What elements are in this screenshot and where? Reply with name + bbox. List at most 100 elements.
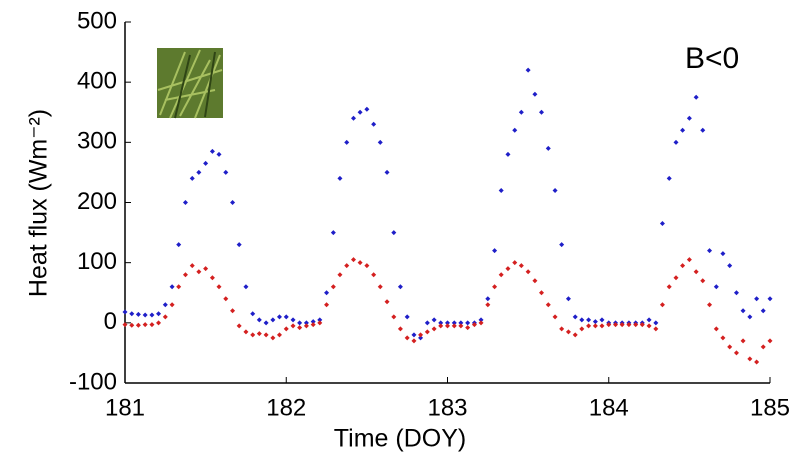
- point: [371, 272, 377, 278]
- point: [276, 314, 282, 320]
- point: [592, 323, 598, 329]
- point: [129, 322, 135, 328]
- point: [297, 320, 303, 326]
- point: [424, 320, 430, 326]
- point: [156, 320, 162, 326]
- point: [565, 329, 571, 335]
- y-tick-label: 0: [104, 308, 117, 335]
- point: [317, 320, 323, 326]
- point: [397, 284, 403, 290]
- point: [384, 169, 390, 175]
- point: [539, 290, 545, 296]
- point: [411, 332, 417, 338]
- point: [760, 308, 766, 314]
- point: [633, 322, 639, 328]
- point: [371, 121, 377, 127]
- point: [512, 260, 518, 266]
- point: [613, 322, 619, 328]
- x-tick-label: 185: [750, 394, 790, 421]
- point: [438, 323, 444, 329]
- point: [713, 326, 719, 332]
- annotation: B<0: [685, 42, 739, 75]
- point: [693, 94, 699, 100]
- point: [619, 322, 625, 328]
- y-tick-label: 100: [77, 248, 117, 275]
- point: [216, 151, 222, 157]
- point: [418, 335, 424, 341]
- point: [586, 317, 592, 323]
- point: [337, 175, 343, 181]
- point: [518, 109, 524, 115]
- point: [445, 320, 450, 326]
- point: [142, 312, 148, 318]
- y-tick-label: 300: [77, 128, 117, 155]
- point: [176, 284, 182, 290]
- point: [256, 317, 262, 323]
- point: [659, 221, 665, 227]
- point: [707, 302, 713, 308]
- point: [525, 269, 531, 275]
- point: [122, 309, 128, 315]
- point: [250, 311, 256, 317]
- point: [364, 106, 370, 112]
- point: [754, 359, 760, 365]
- point: [391, 314, 397, 320]
- point: [344, 263, 350, 269]
- point: [324, 302, 330, 308]
- point: [290, 323, 296, 329]
- point: [270, 335, 276, 341]
- point: [162, 302, 168, 308]
- x-tick-label: 184: [589, 394, 629, 421]
- point: [350, 115, 356, 121]
- point: [458, 320, 464, 326]
- point: [653, 320, 659, 326]
- point: [445, 323, 450, 329]
- x-tick-label: 182: [266, 394, 306, 421]
- point: [404, 335, 410, 341]
- point: [330, 284, 336, 290]
- point: [384, 299, 390, 305]
- point: [377, 139, 383, 145]
- point: [686, 257, 692, 263]
- point: [565, 296, 571, 302]
- point: [666, 284, 672, 290]
- point: [659, 302, 665, 308]
- point: [740, 338, 746, 344]
- point: [666, 175, 672, 181]
- point: [579, 317, 585, 323]
- point: [720, 251, 726, 257]
- point: [196, 169, 202, 175]
- point: [686, 115, 692, 121]
- point: [599, 323, 605, 329]
- point: [270, 317, 276, 323]
- point: [169, 302, 175, 308]
- y-tick-label: 200: [77, 188, 117, 215]
- point: [236, 242, 242, 248]
- point: [733, 290, 739, 296]
- point: [740, 308, 746, 314]
- point: [324, 290, 330, 296]
- point: [700, 278, 706, 284]
- thumbnail: [157, 48, 223, 119]
- point: [680, 263, 686, 269]
- point: [646, 317, 652, 323]
- point: [391, 230, 397, 236]
- point: [767, 338, 773, 344]
- y-tick-label: -100: [69, 368, 117, 395]
- point: [182, 272, 188, 278]
- point: [673, 139, 679, 145]
- point: [559, 326, 565, 332]
- point: [451, 320, 457, 326]
- point: [250, 332, 256, 338]
- point: [256, 331, 262, 337]
- point: [122, 322, 128, 328]
- point: [767, 296, 773, 302]
- point: [545, 302, 551, 308]
- point: [129, 311, 135, 317]
- point: [465, 325, 471, 331]
- point: [505, 266, 511, 272]
- point: [747, 356, 753, 362]
- point: [599, 317, 605, 323]
- point: [397, 326, 403, 332]
- point: [404, 314, 410, 320]
